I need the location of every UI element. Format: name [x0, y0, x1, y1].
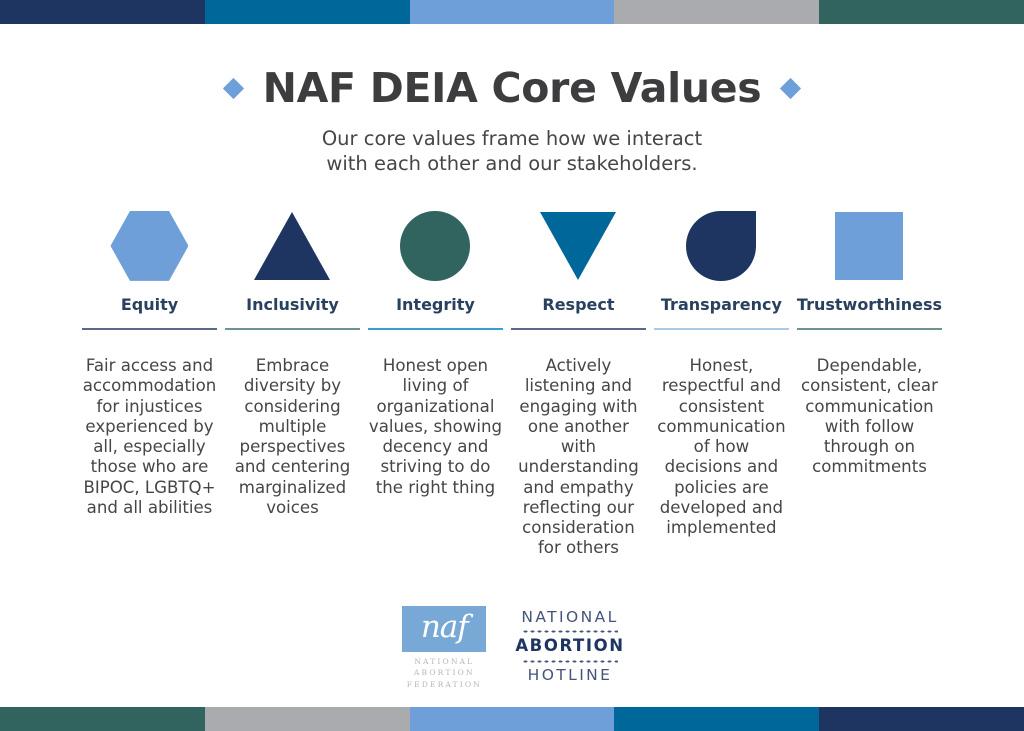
naf-sub-line-2: ABORTION [413, 668, 475, 678]
title-text: NAF DEIA Core Values [262, 64, 762, 112]
value-description: Embrace diversity by considering multipl… [234, 356, 351, 517]
color-segment [409, 707, 615, 731]
circle-icon [400, 210, 471, 281]
value-description: Dependable, consistent, clear communicat… [801, 356, 938, 477]
value-rule [653, 328, 789, 331]
color-segment [409, 0, 615, 24]
top-color-bar [0, 0, 1024, 24]
droplet-icon [686, 210, 757, 281]
hotline-logo: NATIONAL ABORTION HOTLINE [515, 606, 624, 685]
logo-row: naf NATIONAL ABORTION FEDERATION NATIONA… [0, 605, 1024, 691]
naf-logo: naf NATIONAL ABORTION FEDERATION [399, 605, 489, 691]
color-segment [0, 0, 205, 24]
value-column-respect: Respect Actively listening and engaging … [507, 203, 650, 559]
bottom-color-bar [0, 707, 1024, 731]
subtitle-line-1: Our core values frame how we interact [321, 127, 703, 150]
naf-logo-subtext: NATIONAL ABORTION FEDERATION [407, 656, 482, 691]
value-label: Respect [542, 294, 615, 314]
color-segment [614, 707, 820, 731]
subtitle-line-2: with each other and our stakeholders. [326, 151, 698, 175]
shape-slot [540, 203, 617, 289]
value-column-transparency: Transparency Honest, respectful and cons… [650, 203, 793, 538]
color-segment [819, 0, 1024, 24]
dotted-divider [522, 659, 618, 663]
value-description: Honest open living of organizational val… [368, 356, 502, 497]
value-description: Actively listening and engaging with one… [518, 356, 639, 558]
color-segment [819, 707, 1024, 731]
value-label: Inclusivity [246, 294, 339, 314]
naf-logo-box: naf [402, 605, 487, 652]
dotted-divider [522, 630, 618, 634]
diamond-left-icon [222, 77, 244, 100]
hexagon-icon [110, 210, 189, 281]
color-segment [0, 707, 205, 731]
triangle-up-icon [254, 211, 331, 280]
color-segment [614, 0, 820, 24]
shape-slot [400, 203, 471, 289]
value-rule [510, 328, 646, 331]
diamond-right-icon [780, 77, 802, 100]
hotline-line-2: ABORTION [515, 636, 625, 656]
triangle-down-icon [540, 211, 617, 280]
value-description: Honest, respectful and consistent commun… [657, 356, 786, 537]
value-rule [82, 328, 217, 331]
subtitle: Our core values frame how we interact wi… [0, 127, 1024, 177]
shape-slot [110, 203, 189, 289]
core-values-row: Equity Fair access and accommodation for… [0, 203, 1024, 559]
value-column-integrity: Integrity Honest open living of organiza… [364, 203, 507, 498]
value-label: Equity [120, 294, 179, 314]
hotline-line-3: HOTLINE [527, 665, 613, 684]
naf-sub-line-3: FEDERATION [406, 680, 482, 690]
hotline-line-1: NATIONAL [521, 607, 619, 626]
value-column-inclusivity: Inclusivity Embrace diversity by conside… [221, 203, 364, 518]
page-title: NAF DEIA Core Values [0, 68, 1024, 109]
square-icon [835, 211, 904, 280]
shape-slot [254, 203, 331, 289]
value-rule [367, 328, 503, 331]
value-rule [224, 328, 360, 331]
value-description: Fair access and accommodation for injust… [82, 356, 217, 517]
value-rule [796, 328, 943, 331]
value-column-trustworthiness: Trustworthiness Dependable, consistent, … [793, 203, 946, 478]
value-label: Integrity [396, 294, 475, 314]
naf-wordmark: naf [420, 609, 469, 646]
color-segment [204, 707, 410, 731]
shape-slot [686, 203, 757, 289]
slide-content: NAF DEIA Core Values Our core values fra… [0, 24, 1024, 707]
value-column-equity: Equity Fair access and accommodation for… [78, 203, 221, 518]
value-label: Trustworthiness [796, 294, 943, 314]
color-segment [204, 0, 410, 24]
naf-sub-line-1: NATIONAL [414, 656, 475, 666]
shape-slot [835, 203, 904, 289]
value-label: Transparency [660, 294, 782, 314]
